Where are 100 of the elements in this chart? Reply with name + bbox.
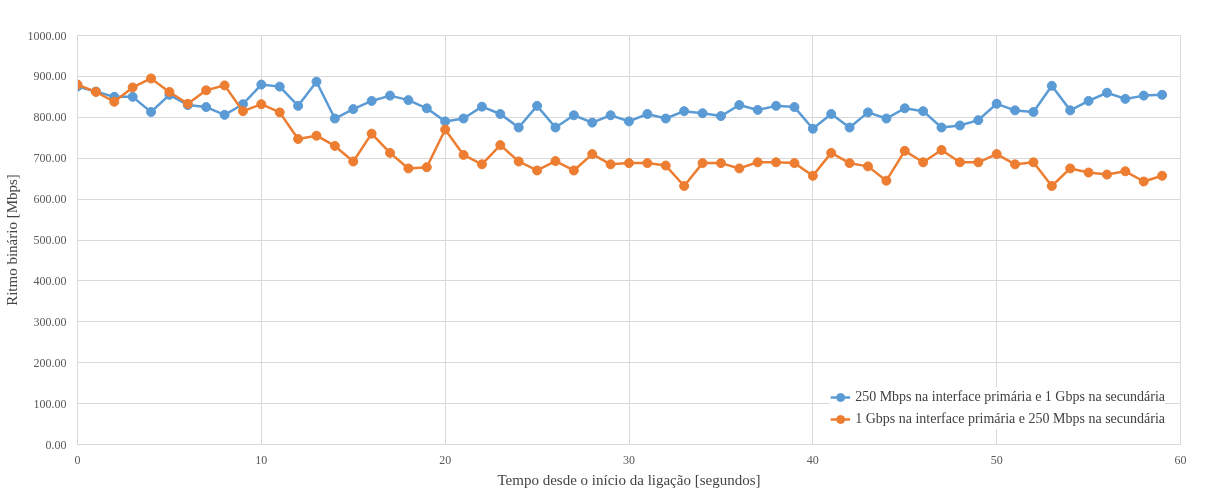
- point: [532, 100, 543, 111]
- point: [385, 90, 396, 101]
- point: [954, 120, 965, 131]
- point: [605, 110, 616, 121]
- point: [146, 106, 157, 117]
- point: [918, 157, 929, 168]
- point: [329, 140, 340, 151]
- point: [1065, 163, 1076, 174]
- point: [403, 163, 414, 174]
- x-tick-label: 20: [439, 452, 452, 467]
- point: [826, 109, 837, 120]
- point: [715, 158, 726, 169]
- point: [1046, 80, 1057, 91]
- point: [513, 156, 524, 167]
- point: [789, 102, 800, 113]
- point: [642, 109, 653, 120]
- point: [348, 104, 359, 115]
- point: [954, 157, 965, 168]
- point: [274, 81, 285, 92]
- point: [1157, 170, 1168, 181]
- y-tick-label: 500.00: [33, 233, 67, 247]
- point: [936, 122, 947, 133]
- point: [862, 107, 873, 118]
- point: [256, 79, 267, 90]
- point: [237, 106, 248, 117]
- legend-label: 1 Gbps na interface primária e 250 Mbps na secundária: [855, 411, 1165, 427]
- point: [1101, 169, 1112, 180]
- point: [293, 100, 304, 111]
- point: [550, 156, 561, 167]
- point: [605, 159, 616, 170]
- point: [1028, 106, 1039, 117]
- point: [973, 115, 984, 126]
- point: [329, 113, 340, 124]
- point: [293, 133, 304, 144]
- y-tick-label: 700.00: [33, 151, 67, 166]
- point: [385, 147, 396, 158]
- point: [495, 109, 506, 120]
- x-axis-title: Tempo desde o início da ligação [segundos]: [497, 471, 761, 488]
- point: [1028, 157, 1039, 168]
- point: [458, 149, 469, 160]
- point: [1138, 176, 1149, 187]
- point: [624, 158, 634, 169]
- point: [1120, 93, 1131, 104]
- point: [127, 91, 138, 102]
- point: [881, 113, 892, 124]
- point: [1101, 87, 1112, 98]
- point: [624, 116, 634, 127]
- x-tick-label: 0: [74, 452, 81, 467]
- y-tick-label: 300.00: [33, 314, 67, 329]
- point: [476, 159, 487, 170]
- point: [1138, 90, 1149, 101]
- point: [421, 162, 432, 173]
- point: [421, 103, 432, 114]
- point: [899, 145, 910, 156]
- y-tick-label: 1000.00: [27, 28, 67, 43]
- point: [366, 128, 377, 139]
- point: [771, 100, 782, 111]
- point: [1120, 166, 1131, 177]
- point: [127, 82, 138, 93]
- y-tick-label: 100.00: [33, 396, 67, 411]
- point: [807, 170, 818, 181]
- point: [109, 96, 120, 107]
- point: [403, 95, 414, 106]
- point: [752, 104, 763, 115]
- y-tick-label: 400.00: [33, 273, 67, 288]
- point: [219, 80, 230, 91]
- point: [201, 102, 212, 113]
- point: [789, 158, 800, 169]
- x-tick-label: 10: [255, 452, 268, 467]
- y-tick-label: 0.00: [45, 437, 67, 452]
- x-tick-label: 60: [1174, 452, 1187, 467]
- x-tick-label: 40: [806, 452, 819, 467]
- y-tick-label: 600.00: [33, 192, 67, 207]
- point: [440, 124, 451, 135]
- point: [274, 107, 285, 118]
- point: [973, 157, 984, 168]
- point: [1046, 181, 1057, 191]
- y-tick-label: 800.00: [33, 110, 67, 125]
- point: [734, 163, 745, 174]
- point: [587, 117, 598, 128]
- point: [568, 165, 579, 176]
- legend-label: 250 Mbps na interface primária e 1 Gbps na secundária: [855, 389, 1165, 405]
- point: [734, 100, 745, 111]
- point: [311, 76, 322, 87]
- point: [936, 145, 947, 156]
- point: [458, 113, 469, 124]
- point: [660, 113, 671, 124]
- point: [642, 158, 653, 169]
- point: [311, 130, 322, 141]
- point: [918, 106, 929, 117]
- point: [1083, 167, 1094, 178]
- point: [807, 123, 818, 134]
- y-tick-label: 200.00: [33, 355, 67, 370]
- point: [348, 156, 359, 167]
- point: [679, 106, 690, 117]
- point: [495, 140, 506, 151]
- point: [366, 95, 377, 106]
- point: [899, 103, 910, 114]
- point: [201, 85, 212, 96]
- point: [844, 122, 855, 133]
